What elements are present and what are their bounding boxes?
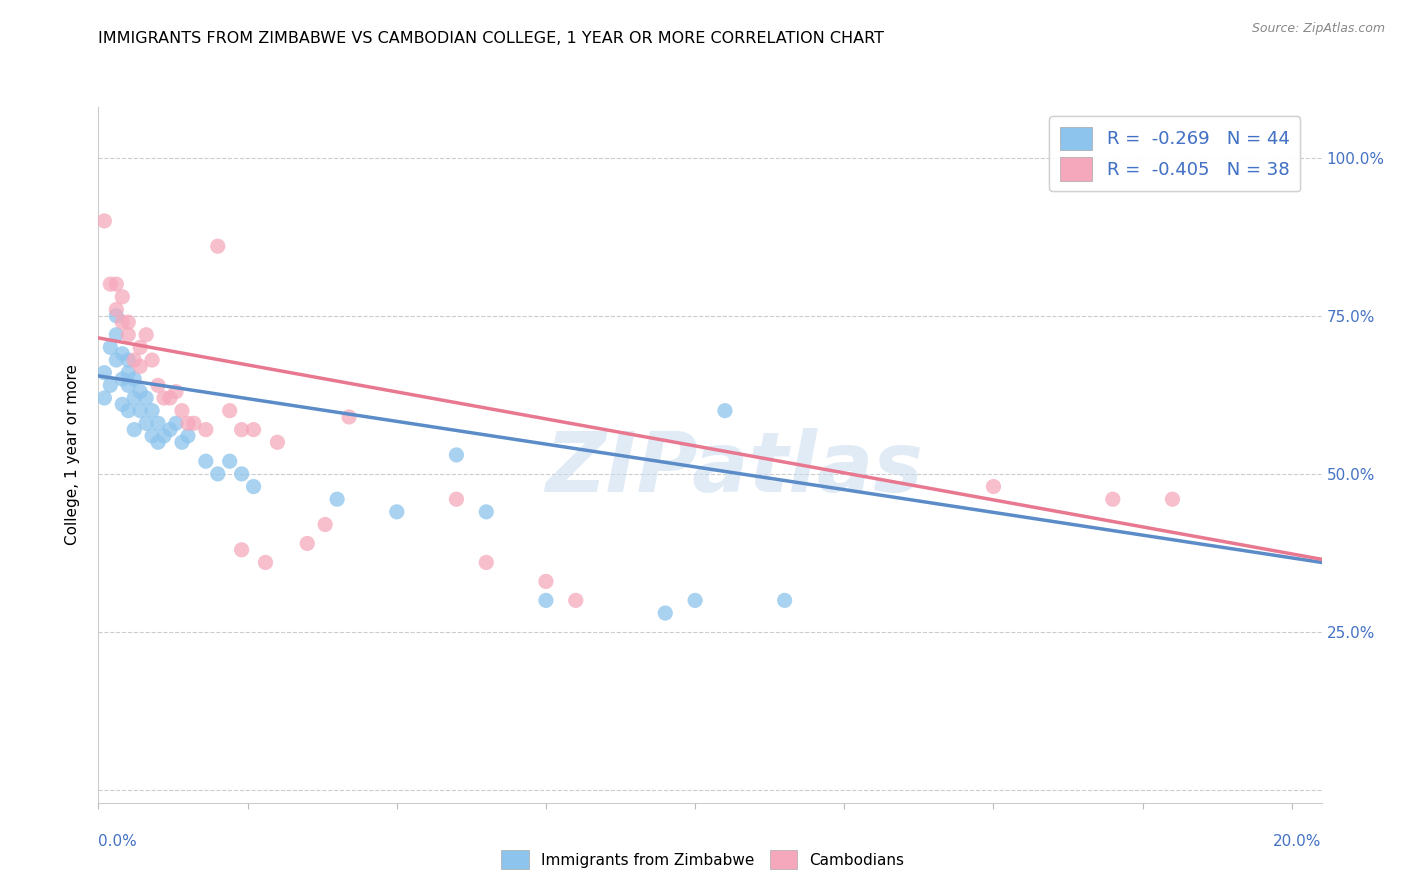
Legend: Immigrants from Zimbabwe, Cambodians: Immigrants from Zimbabwe, Cambodians (495, 844, 911, 875)
Point (111, 290, 134, 304)
Point (146, 378, 169, 392)
Point (98, 340, 121, 354)
Point (117, 327, 139, 342)
Point (446, 448, 468, 462)
Point (194, 423, 217, 437)
Point (141, 403, 163, 417)
Point (146, 435, 169, 450)
Point (153, 391, 176, 405)
Point (117, 366, 139, 380)
Point (122, 391, 145, 405)
Point (231, 542, 253, 557)
Point (98, 378, 121, 392)
Point (337, 409, 360, 424)
Point (93, 366, 115, 380)
Point (122, 423, 145, 437)
Point (231, 423, 253, 437)
Point (683, 593, 706, 607)
Point (105, 302, 128, 317)
Point (218, 403, 240, 417)
Point (135, 327, 157, 342)
Legend: R =  -0.269   N = 44, R =  -0.405   N = 38: R = -0.269 N = 44, R = -0.405 N = 38 (1049, 116, 1301, 192)
Point (231, 467, 253, 481)
Point (117, 403, 139, 417)
Point (1161, 492, 1184, 507)
Point (475, 505, 498, 519)
Point (534, 574, 557, 589)
Point (207, 239, 229, 253)
Point (117, 315, 139, 329)
Point (165, 417, 187, 431)
Point (93, 214, 115, 228)
Point (177, 429, 200, 443)
Point (446, 492, 468, 507)
Point (565, 593, 588, 607)
Point (111, 315, 134, 329)
Point (1101, 492, 1123, 507)
Point (153, 429, 176, 443)
Point (194, 454, 217, 468)
Point (117, 378, 139, 392)
Point (159, 391, 181, 405)
Point (242, 423, 264, 437)
Point (141, 353, 163, 368)
Point (98, 277, 121, 292)
Point (122, 372, 145, 386)
Point (177, 417, 200, 431)
Point (146, 417, 169, 431)
Y-axis label: College, 1 year or more: College, 1 year or more (65, 365, 80, 545)
Point (135, 417, 157, 431)
Point (93, 391, 115, 405)
Point (129, 403, 152, 417)
Point (207, 467, 229, 481)
Text: 20.0%: 20.0% (1274, 834, 1322, 849)
Point (105, 309, 128, 323)
Text: 0.0%: 0.0% (98, 834, 138, 849)
Point (129, 359, 152, 374)
Point (165, 384, 187, 399)
Point (266, 435, 288, 450)
Point (475, 556, 498, 570)
Point (129, 384, 152, 399)
Point (111, 397, 134, 411)
Point (385, 505, 408, 519)
Point (159, 423, 181, 437)
Point (105, 353, 128, 368)
Text: ZIPatlas: ZIPatlas (546, 428, 924, 509)
Point (111, 347, 134, 361)
Point (129, 340, 152, 354)
Point (105, 327, 128, 342)
Point (105, 277, 128, 292)
Point (141, 429, 163, 443)
Point (773, 593, 796, 607)
Point (170, 403, 193, 417)
Point (183, 417, 205, 431)
Point (242, 479, 264, 493)
Point (326, 492, 349, 507)
Text: IMMIGRANTS FROM ZIMBABWE VS CAMBODIAN COLLEGE, 1 YEAR OR MORE CORRELATION CHART: IMMIGRANTS FROM ZIMBABWE VS CAMBODIAN CO… (98, 31, 884, 46)
Text: Source: ZipAtlas.com: Source: ZipAtlas.com (1251, 22, 1385, 36)
Point (218, 454, 240, 468)
Point (135, 391, 157, 405)
Point (117, 353, 139, 368)
Point (534, 593, 557, 607)
Point (122, 353, 145, 368)
Point (983, 479, 1005, 493)
Point (170, 435, 193, 450)
Point (714, 403, 737, 417)
Point (254, 556, 277, 570)
Point (111, 372, 134, 386)
Point (314, 517, 336, 532)
Point (654, 606, 676, 620)
Point (297, 536, 319, 550)
